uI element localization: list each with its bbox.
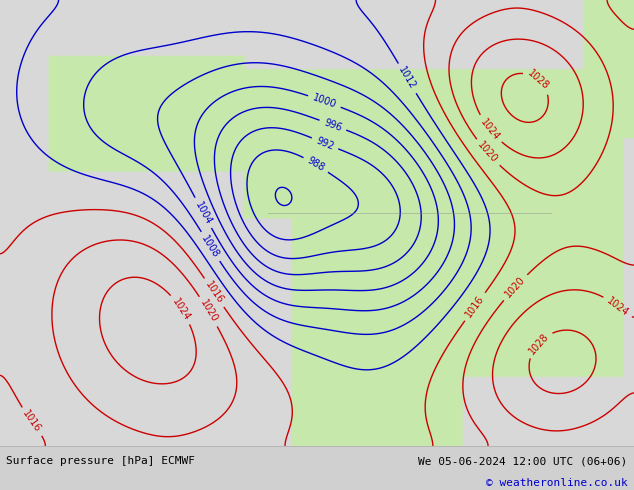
Text: 1020: 1020 [503, 275, 527, 300]
Text: 988: 988 [306, 155, 327, 173]
Text: 1004: 1004 [193, 200, 214, 226]
Text: 1024: 1024 [171, 296, 192, 322]
Text: 1016: 1016 [203, 280, 225, 306]
Text: 1024: 1024 [478, 117, 501, 142]
Text: 1020: 1020 [476, 140, 500, 165]
Text: 1020: 1020 [198, 298, 219, 324]
Text: 1028: 1028 [527, 331, 550, 356]
Text: © weatheronline.co.uk: © weatheronline.co.uk [486, 478, 628, 489]
Text: 996: 996 [323, 117, 343, 133]
Text: 1016: 1016 [21, 409, 43, 435]
Text: We 05-06-2024 12:00 UTC (06+06): We 05-06-2024 12:00 UTC (06+06) [418, 456, 628, 466]
Text: 1008: 1008 [200, 233, 221, 260]
Text: 1016: 1016 [463, 294, 486, 319]
Text: Surface pressure [hPa] ECMWF: Surface pressure [hPa] ECMWF [6, 456, 195, 466]
Text: 1028: 1028 [526, 68, 551, 92]
Text: 1000: 1000 [311, 93, 338, 110]
Text: 1012: 1012 [397, 65, 418, 92]
Text: 992: 992 [314, 135, 335, 151]
Text: 1024: 1024 [605, 295, 631, 318]
